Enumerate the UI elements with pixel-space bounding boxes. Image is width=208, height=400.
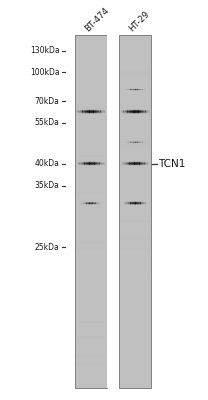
Bar — [76, 274, 105, 275]
Bar — [76, 355, 105, 358]
Text: 25kDa: 25kDa — [35, 243, 59, 252]
Bar — [74, 35, 106, 388]
Bar — [120, 70, 150, 74]
Text: TCN1: TCN1 — [158, 159, 185, 169]
Bar — [120, 220, 150, 222]
Bar — [120, 140, 150, 144]
Text: HT-29: HT-29 — [128, 9, 152, 33]
Text: 70kDa: 70kDa — [35, 97, 59, 106]
Bar — [76, 247, 105, 250]
Bar — [76, 321, 105, 323]
Bar — [106, 35, 119, 388]
Bar — [120, 84, 150, 86]
Bar — [120, 139, 150, 143]
Text: 100kDa: 100kDa — [30, 68, 59, 77]
Bar — [120, 104, 150, 106]
Text: 130kDa: 130kDa — [30, 46, 59, 55]
Bar — [120, 248, 150, 250]
Bar — [76, 192, 105, 194]
Text: 55kDa: 55kDa — [35, 118, 59, 127]
Bar — [120, 275, 150, 276]
Bar — [76, 107, 105, 108]
Bar — [120, 237, 150, 240]
Bar — [76, 336, 105, 339]
Bar — [120, 74, 150, 77]
Bar — [76, 342, 105, 344]
Bar — [76, 336, 105, 338]
Text: BT-474: BT-474 — [83, 6, 111, 33]
Bar — [120, 201, 150, 204]
Bar — [120, 144, 150, 147]
Bar — [76, 240, 105, 244]
Text: 35kDa: 35kDa — [35, 182, 59, 190]
Bar — [76, 363, 105, 366]
Bar — [76, 155, 105, 158]
Text: 40kDa: 40kDa — [35, 159, 59, 168]
Bar — [119, 35, 151, 388]
